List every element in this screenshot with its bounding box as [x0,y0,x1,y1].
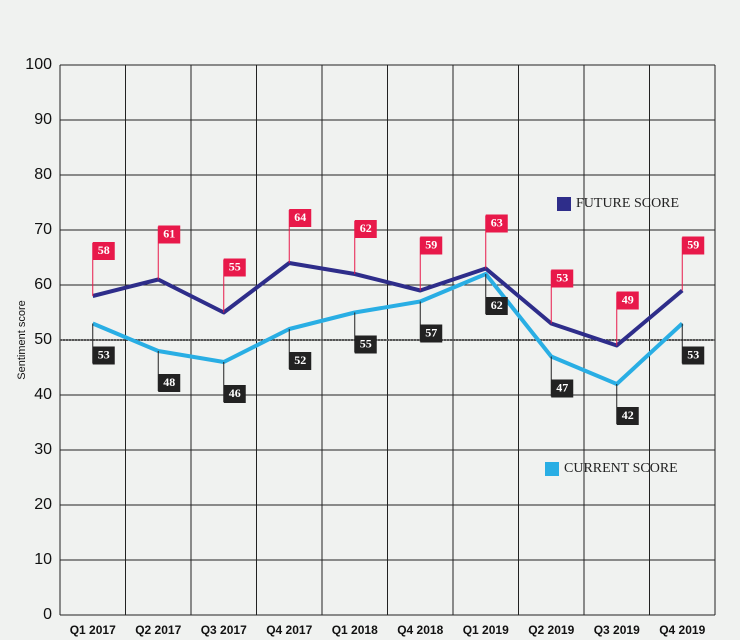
data-label: 58 [98,243,110,257]
data-label: 48 [163,375,175,389]
legend-swatch [557,197,571,211]
y-tick-label: 10 [34,551,52,568]
data-label-box [92,242,115,260]
data-label-box [616,407,639,425]
data-label-box [485,214,508,233]
data-label: 55 [229,259,241,273]
y-tick-label: 40 [34,386,52,403]
x-tick-label: Q3 2017 [201,623,247,637]
y-tick-label: 20 [34,496,52,513]
data-label-box [223,258,246,277]
y-tick-label: 50 [34,331,52,348]
data-label-box [616,291,639,310]
data-label: 52 [294,353,306,367]
data-label: 59 [425,237,437,251]
data-label-box [289,209,312,227]
data-label-box [354,220,377,238]
x-tick-label: Q2 2019 [528,623,574,637]
data-label: 53 [687,347,699,361]
data-label-box [158,374,181,392]
y-axis-label: Sentiment score [16,300,28,379]
x-tick-label: Q4 2019 [659,623,705,637]
series-line [92,261,684,348]
y-tick-label: 90 [34,111,52,128]
y-tick-label: 70 [34,221,52,238]
data-label-box [354,335,377,354]
data-label-box [223,385,246,403]
y-tick-label: 30 [34,441,52,458]
data-label: 57 [425,325,437,339]
data-label-box [551,379,574,398]
data-label: 49 [622,292,634,306]
x-tick-label: Q1 2017 [70,623,116,637]
x-tick-label: Q4 2018 [397,623,443,637]
legend-label: CURRENT SCORE [564,461,678,476]
data-label-box [420,324,443,343]
legend-label: FUTURE SCORE [576,196,679,211]
data-label: 64 [294,210,306,224]
data-label: 61 [163,226,175,240]
x-tick-label: Q4 2017 [266,623,312,637]
y-tick-label: 60 [34,276,52,293]
data-label: 53 [556,270,568,284]
data-label-box [158,225,181,244]
data-label-box [289,352,312,370]
data-label-box [551,269,574,288]
data-label: 62 [360,221,372,235]
data-label: 47 [556,380,568,394]
x-tick-label: Q1 2019 [463,623,509,637]
data-label-box [92,346,115,365]
y-tick-label: 100 [25,56,52,73]
data-label: 46 [229,386,241,400]
x-tick-label: Q3 2019 [594,623,640,637]
data-label: 53 [98,347,110,361]
series-line [91,272,684,386]
data-label: 42 [622,408,634,422]
y-tick-label: 0 [43,606,52,623]
x-tick-label: Q2 2017 [135,623,181,637]
y-tick-label: 80 [34,166,52,183]
data-label: 63 [491,215,503,229]
data-label-box [682,346,705,365]
legend-swatch [545,462,559,476]
data-label: 55 [360,336,372,350]
data-label: 62 [491,298,503,312]
x-tick-label: Q1 2018 [332,623,378,637]
data-label-box [420,236,443,255]
data-label-box [682,236,705,255]
data-label: 59 [687,237,699,251]
data-label-box [485,297,508,315]
